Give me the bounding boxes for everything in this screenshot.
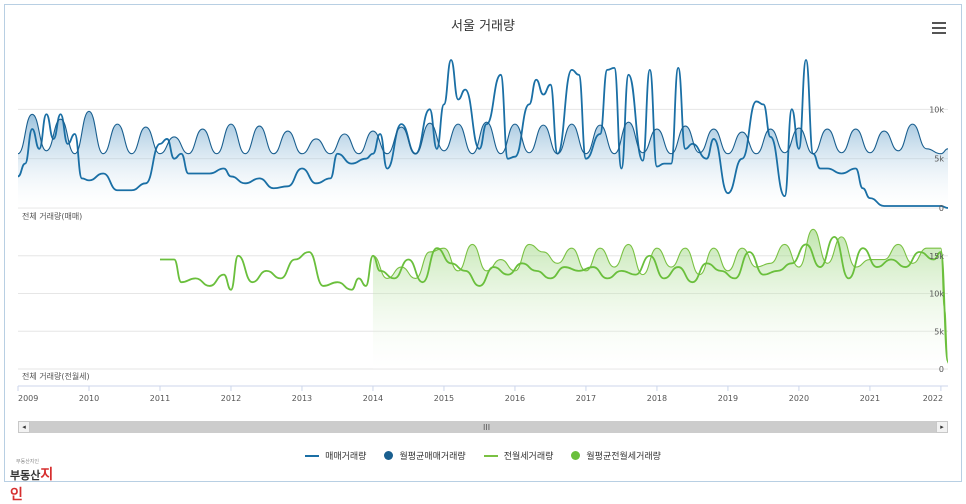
logo-small-text: 부동산지인 — [16, 459, 40, 465]
y-tick-label: 0 — [939, 204, 944, 213]
series-line-1[interactable] — [17, 110, 949, 155]
legend-symbol-icon — [483, 454, 498, 457]
legend-label: 전월세거래량 — [503, 452, 554, 462]
legend-symbol-icon — [305, 454, 320, 457]
series-line-0[interactable] — [17, 59, 949, 209]
x-tick-label: 2013 — [292, 394, 312, 403]
x-tick-label: 2016 — [505, 394, 525, 403]
chart-svg: 10k 5k 0 15k 10k 5k 0 2009 2010 2011 2012 2013 2014 2… — [17, 59, 949, 403]
y-tick-label: 15k — [929, 252, 944, 261]
x-tick-label: 2015 — [434, 394, 454, 403]
chart-frame — [4, 4, 962, 482]
legend-symbol-icon — [571, 451, 581, 460]
horizontal-scrollbar[interactable]: ◂ III ▸ — [18, 421, 948, 433]
y-tick-label: 10k — [929, 105, 944, 114]
x-tick-label: 2010 — [79, 394, 99, 403]
legend-label: 월평균매매거래량 — [399, 452, 466, 462]
x-tick-label: 2009 — [18, 394, 38, 403]
x-tick-label: 2012 — [221, 394, 241, 403]
legend-item-0[interactable]: 매매거래량 — [305, 449, 366, 462]
scroll-thumb[interactable]: III — [30, 421, 936, 433]
panel-label-rent: 전체 거래량(전월세) — [22, 371, 90, 381]
x-tick-label: 2020 — [789, 394, 809, 403]
legend-symbol-icon — [384, 451, 394, 460]
x-tick-label: 2011 — [150, 394, 170, 403]
hamburger-menu-icon[interactable] — [928, 22, 950, 40]
series-area — [18, 111, 948, 208]
y-tick-label: 10k — [929, 290, 944, 299]
x-tick-label: 2014 — [363, 394, 383, 403]
y-tick-label: 5k — [934, 327, 944, 336]
chart-legend: 매매거래량 월평균매매거래량 전월세거래량 월평균전월세거래량 — [0, 449, 966, 462]
legend-item-2[interactable]: 전월세거래량 — [483, 449, 554, 462]
series-line-3[interactable] — [159, 235, 949, 363]
legend-label: 월평균전월세거래량 — [586, 452, 661, 462]
panel-label-sale: 전체 거래량(매매) — [22, 211, 82, 221]
legend-label: 매매거래량 — [325, 452, 367, 462]
x-tick-label: 2018 — [647, 394, 667, 403]
x-tick-label: 2019 — [718, 394, 738, 403]
x-tick-label: 2021 — [860, 394, 880, 403]
logo-main-text: 부동산지인 — [10, 467, 54, 503]
series-area — [372, 229, 949, 369]
legend-item-1[interactable]: 월평균매매거래량 — [384, 449, 466, 462]
x-tick-label: 2022 — [923, 394, 943, 403]
scroll-left-arrow-icon[interactable]: ◂ — [18, 421, 30, 433]
brand-logo: 부동산지인 부동산지인 — [10, 458, 64, 503]
legend-item-3[interactable]: 월평균전월세거래량 — [571, 449, 661, 462]
chart-title: 서울 거래량 — [451, 19, 515, 34]
y-tick-label: 5k — [934, 155, 944, 164]
y-tick-label: 0 — [939, 365, 944, 374]
scroll-right-arrow-icon[interactable]: ▸ — [936, 421, 948, 433]
scroll-grip-icon: III — [483, 423, 491, 432]
x-tick-label: 2017 — [576, 394, 596, 403]
